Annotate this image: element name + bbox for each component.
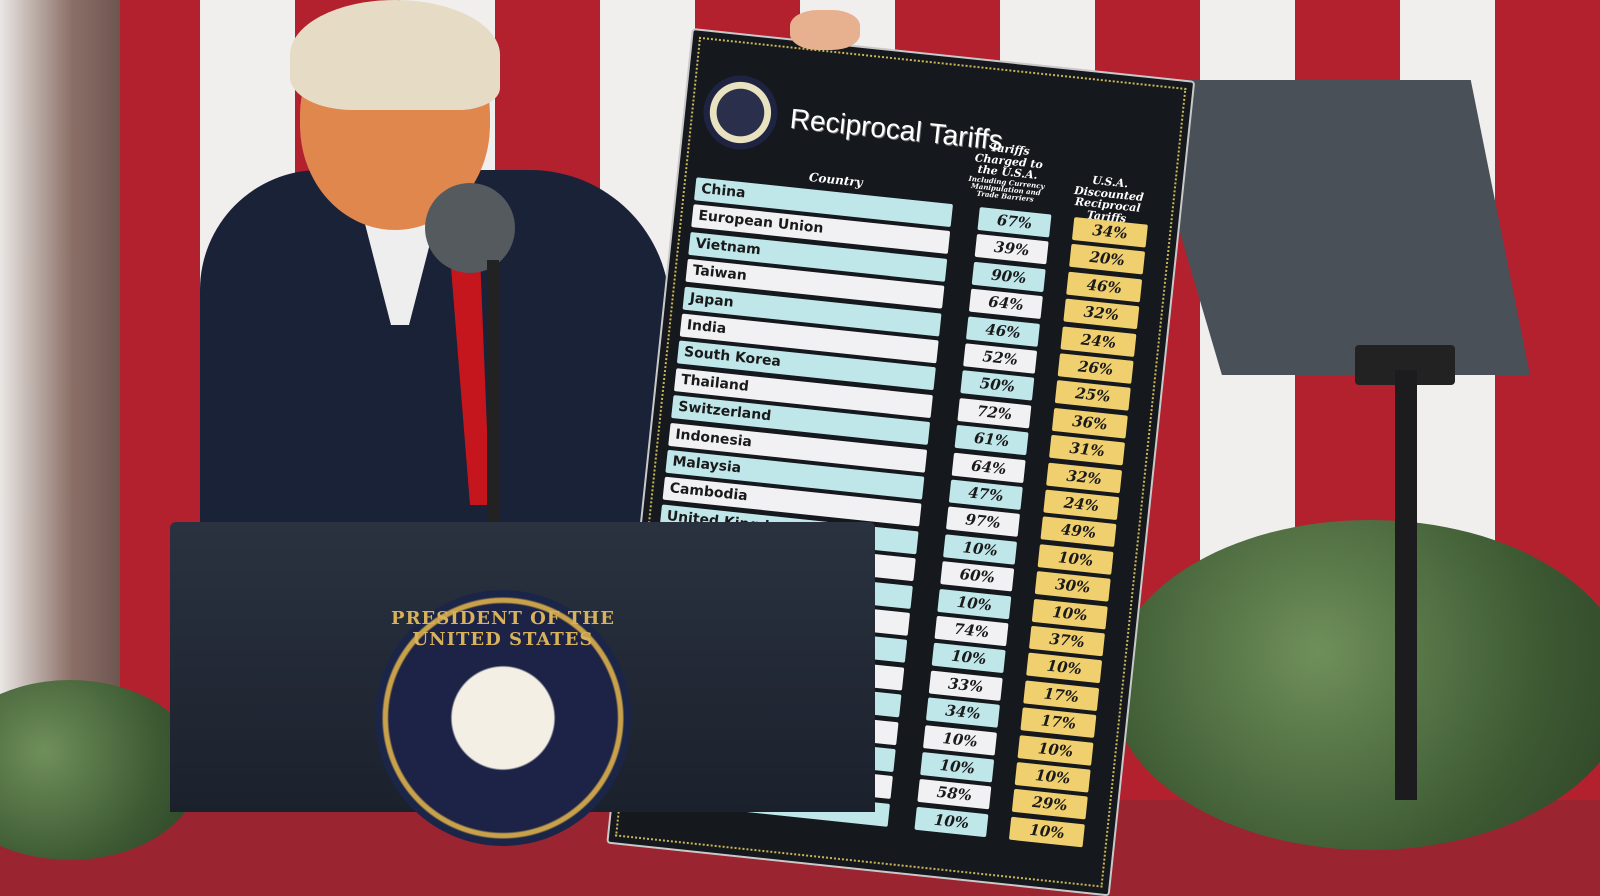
microphone (425, 183, 515, 273)
discounted-cell: 32% (1063, 298, 1140, 330)
charged-cell: 97% (945, 506, 1020, 538)
hand (790, 10, 860, 50)
discounted-cell: 30% (1034, 571, 1111, 602)
charged-cell: 33% (928, 670, 1003, 701)
charged-cell: 34% (925, 697, 1000, 728)
table-row: Indonesia 64% 32% (668, 422, 1123, 493)
table-row: Thailand 72% 36% (673, 368, 1128, 439)
table-row: China 67% 34% (694, 177, 1148, 248)
charged-cell: 50% (960, 370, 1035, 401)
discounted-cell: 26% (1057, 353, 1134, 384)
discounted-cell: 10% (1014, 761, 1091, 793)
discounted-cell: 10% (1031, 598, 1108, 630)
discounted-cell: 20% (1069, 244, 1146, 275)
discounted-cell: 10% (1037, 543, 1114, 575)
charged-cell: 39% (974, 234, 1049, 265)
speaker-hair (290, 0, 500, 110)
discounted-cell: 10% (1026, 652, 1103, 684)
discounted-cell: 46% (1066, 271, 1143, 303)
charged-cell: 47% (948, 479, 1023, 510)
header-charged-note: Including Currency Manipulation and Trad… (968, 173, 1046, 204)
discounted-cell: 24% (1043, 489, 1120, 521)
table-row: Switzerland 61% 31% (671, 395, 1126, 466)
header-charged: Tariffs Charged to the U.S.A. Including C… (960, 139, 1055, 205)
discounted-cell: 32% (1046, 462, 1123, 493)
table-row: South Korea 50% 25% (676, 340, 1131, 412)
table-row: Vietnam 90% 46% (688, 231, 1143, 303)
bush (1110, 520, 1600, 850)
charged-cell: 90% (971, 261, 1046, 292)
discounted-cell: 31% (1049, 434, 1126, 466)
charged-cell: 60% (940, 561, 1015, 592)
charged-cell: 10% (923, 724, 998, 756)
podium-seal-text: PRESIDENT OF THE UNITED STATES (391, 608, 615, 650)
charged-cell: 74% (934, 615, 1009, 647)
charged-cell: 10% (943, 534, 1018, 565)
presidential-seal (699, 71, 782, 154)
charged-cell: 10% (931, 643, 1006, 674)
charged-cell: 10% (937, 588, 1012, 619)
charged-cell: 72% (957, 397, 1032, 429)
microphone-stand (487, 260, 499, 530)
charged-cell: 64% (951, 452, 1026, 483)
table-row: European Union 39% 20% (691, 204, 1146, 275)
header-country: Country (808, 170, 864, 190)
discounted-cell: 25% (1054, 380, 1131, 412)
table-row: Taiwan 64% 32% (685, 259, 1140, 330)
charged-cell: 58% (917, 779, 992, 810)
discounted-cell: 10% (1017, 734, 1094, 766)
table-row: Malaysia 47% 24% (665, 449, 1120, 521)
charged-cell: 10% (914, 806, 989, 837)
table-row: Japan 46% 24% (682, 286, 1137, 357)
table-row: India 52% 26% (679, 313, 1134, 384)
discounted-cell: 37% (1028, 625, 1105, 657)
charged-cell: 67% (977, 207, 1052, 238)
discounted-cell: 36% (1051, 407, 1128, 439)
discounted-cell: 17% (1020, 707, 1097, 739)
charged-cell: 64% (968, 288, 1043, 320)
charged-cell: 10% (920, 752, 995, 783)
pillar (0, 0, 120, 800)
table-row: Cambodia 97% 49% (662, 477, 1117, 548)
charged-cell: 52% (963, 343, 1038, 374)
discounted-cell: 29% (1011, 789, 1088, 820)
discounted-cell: 10% (1008, 816, 1085, 848)
discounted-cell: 24% (1060, 325, 1137, 357)
discounted-cell: 17% (1023, 680, 1100, 711)
charged-cell: 46% (965, 316, 1041, 347)
teleprompter-stand (1395, 370, 1417, 800)
header-discounted: U.S.A. Discounted Reciprocal Tariffs (1073, 173, 1145, 226)
charged-cell: 61% (954, 425, 1029, 456)
discounted-cell: 49% (1040, 516, 1117, 548)
podium-seal: PRESIDENT OF THE UNITED STATES (375, 590, 631, 846)
